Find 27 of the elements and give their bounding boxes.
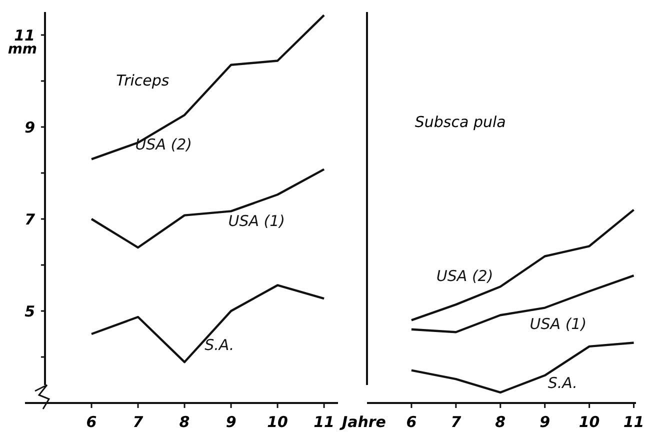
text: Triceps [116,72,170,90]
x-tick-label: 6 [86,413,97,431]
x-tick-label: 11 [623,413,644,431]
x-tick-label: 7 [132,413,144,431]
x-tick-label: 9 [226,413,236,431]
line-series [90,168,326,249]
series-label: USA (1) [228,212,285,230]
x-tick-label: 10 [578,413,600,431]
series-label: S.A. [548,374,578,392]
y-tick-label: 7 [24,210,36,228]
x-tick-label: 6 [406,413,417,431]
series-label: USA (2) [135,135,192,154]
x-tick-label: 8 [179,413,190,431]
x-tick-label: 11 [314,413,334,431]
line-series [90,14,326,160]
x-tick-label: 8 [495,413,506,431]
x-tick-label: 10 [267,413,288,431]
series-label: USA (2) [436,266,494,285]
y-tick-label: 5 [24,302,35,320]
y-tick-label: 9 [24,118,35,136]
line-series [90,284,326,364]
series-label: S.A. [204,336,234,354]
text: Subsca pula [414,113,506,131]
x-tick-label: 7 [450,413,462,431]
x-axis-title: Jahre [339,413,386,431]
series-label: USA (1) [530,314,587,333]
x-tick-label: 9 [540,413,550,431]
